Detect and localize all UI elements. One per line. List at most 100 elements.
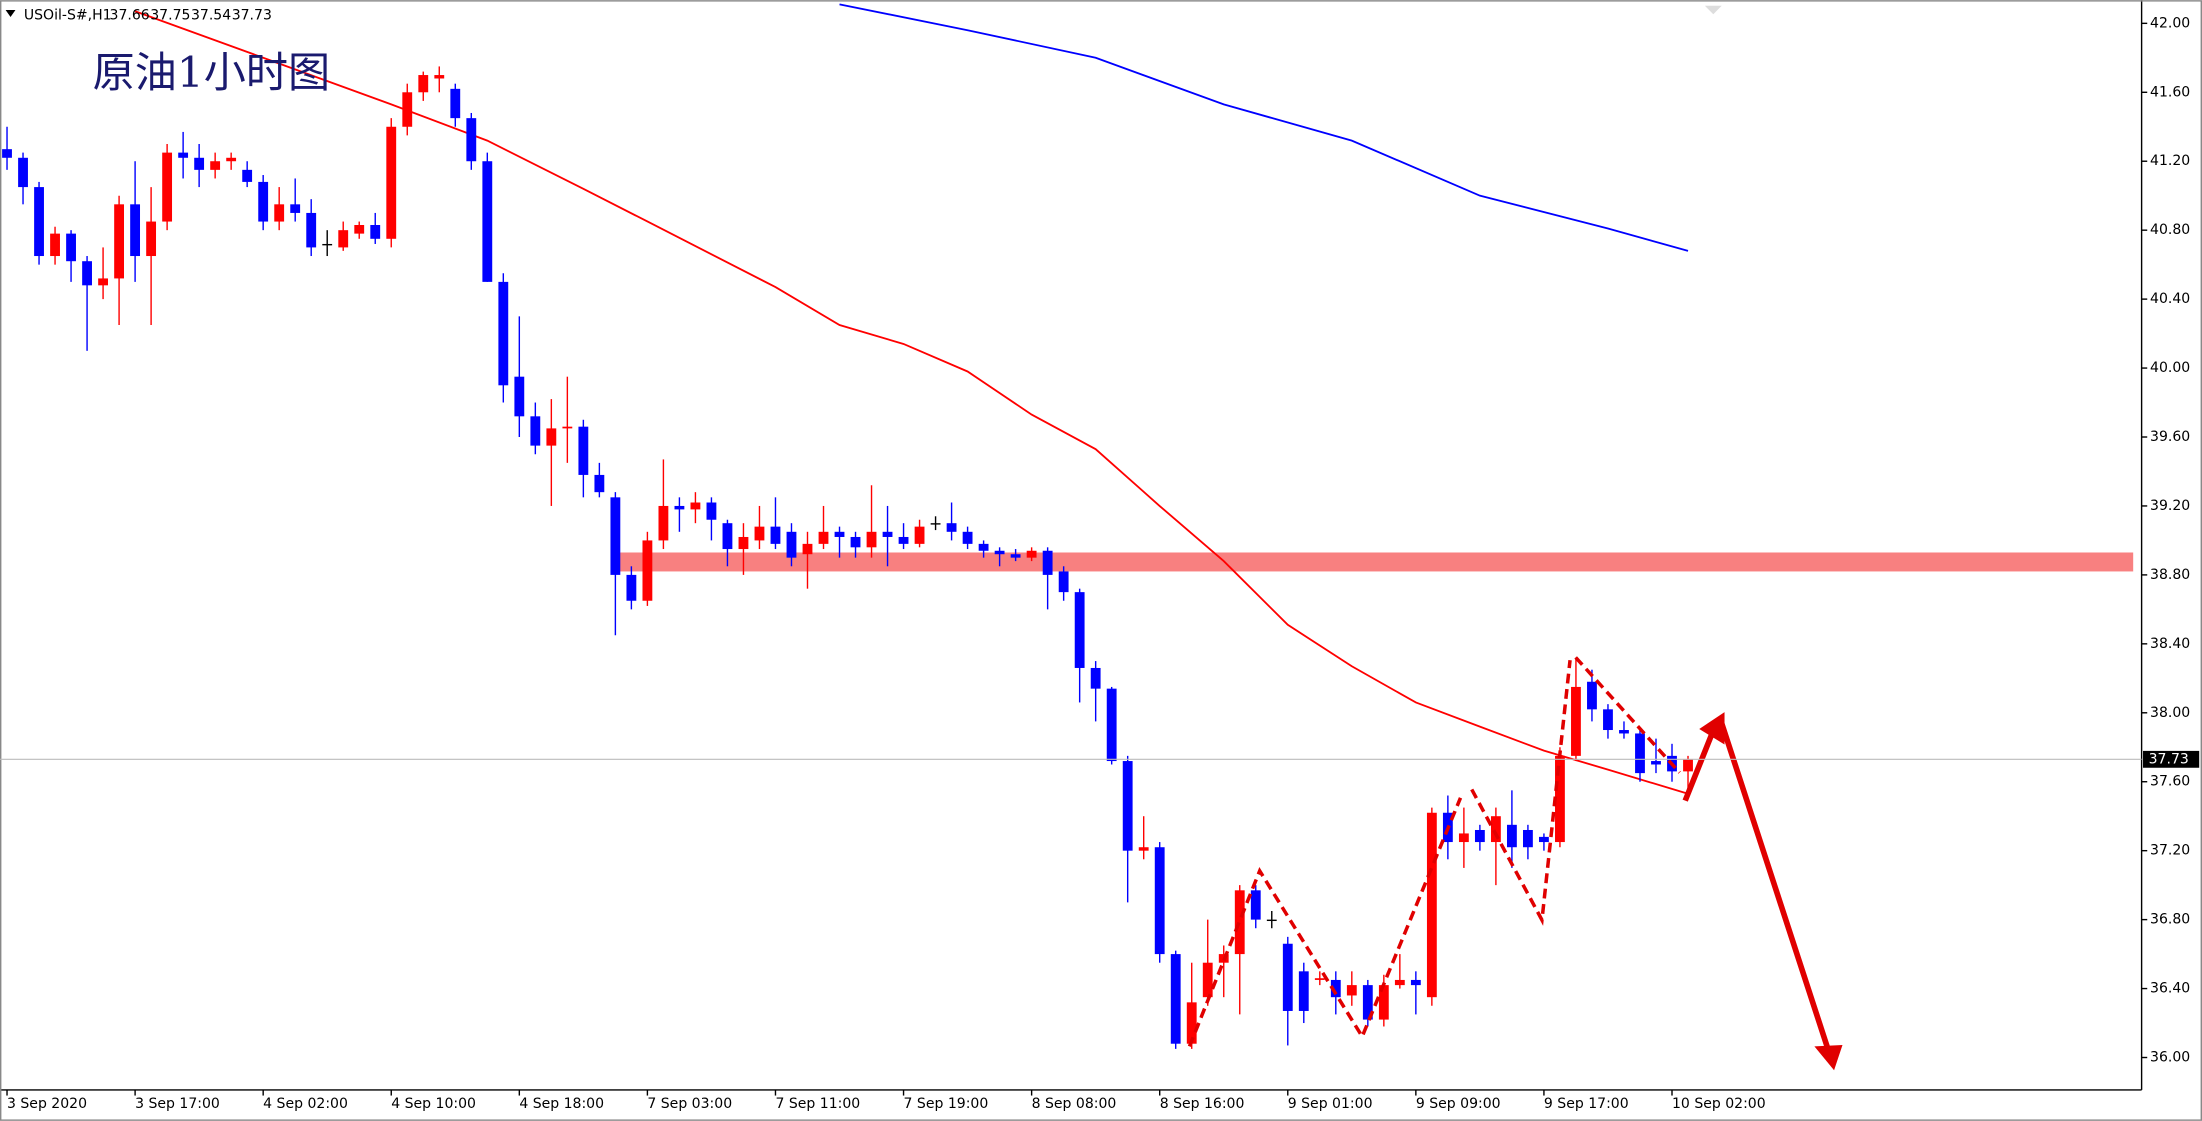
candle-body bbox=[674, 505, 685, 510]
y-tick-label: 38.00 bbox=[2150, 705, 2190, 721]
candle-body bbox=[130, 204, 141, 257]
candle-body bbox=[402, 92, 413, 127]
y-tick-label: 42.00 bbox=[2150, 15, 2190, 31]
candle-body bbox=[242, 169, 253, 182]
candle-body bbox=[418, 75, 429, 93]
candle-body bbox=[210, 161, 221, 170]
x-tick-label: 7 Sep 03:00 bbox=[647, 1096, 732, 1112]
candle-body bbox=[1042, 550, 1053, 575]
candle-body bbox=[498, 281, 509, 386]
candle-body bbox=[1539, 836, 1549, 843]
candle-body bbox=[706, 502, 717, 520]
last-low: 37.54 bbox=[191, 8, 231, 24]
candle-body bbox=[1683, 759, 1693, 772]
x-tick-label: 4 Sep 10:00 bbox=[391, 1096, 476, 1112]
candle-body bbox=[978, 543, 989, 551]
candle-body bbox=[898, 536, 909, 544]
candle-body bbox=[562, 426, 573, 429]
candle-body bbox=[658, 505, 669, 541]
marker bbox=[1704, 5, 1722, 15]
candle-body bbox=[1571, 686, 1581, 756]
last-open: 37.66 bbox=[110, 8, 150, 24]
candle-body bbox=[162, 152, 173, 222]
candle-body bbox=[1362, 985, 1373, 1020]
candle-body bbox=[1603, 709, 1613, 731]
moving-average bbox=[839, 3, 1689, 252]
candle-body bbox=[466, 118, 477, 162]
candle-body bbox=[690, 502, 701, 510]
ma-layer bbox=[134, 3, 1689, 795]
candle-body bbox=[1026, 550, 1037, 558]
x-tick-label: 3 Sep 2020 bbox=[7, 1096, 87, 1112]
candle-body bbox=[322, 243, 333, 246]
arrowhead bbox=[1814, 1044, 1843, 1071]
candle-body bbox=[386, 126, 397, 239]
candle-body bbox=[178, 152, 189, 158]
y-tick-label: 41.20 bbox=[2150, 153, 2190, 169]
y-tick-label: 36.40 bbox=[2150, 981, 2190, 997]
candle-body bbox=[1234, 890, 1245, 955]
candle-body bbox=[18, 157, 28, 188]
candle-body bbox=[1651, 761, 1661, 765]
candle-body bbox=[882, 531, 893, 537]
x-tick-label: 9 Sep 01:00 bbox=[1288, 1096, 1373, 1112]
candle-body bbox=[1426, 812, 1437, 998]
candle-body bbox=[962, 531, 973, 544]
candle-body bbox=[146, 221, 157, 257]
y-tick-label: 39.60 bbox=[2150, 429, 2190, 445]
candle-body bbox=[450, 88, 461, 119]
candle-body bbox=[1314, 978, 1325, 980]
candle-body bbox=[866, 531, 877, 548]
candle-body bbox=[1170, 954, 1181, 1044]
arrow-down bbox=[1719, 722, 1832, 1052]
moving-average bbox=[134, 10, 1689, 795]
candle-body bbox=[82, 261, 92, 286]
candle-body bbox=[1122, 761, 1133, 851]
candle-body bbox=[2, 149, 12, 158]
y-tick-label: 40.80 bbox=[2150, 222, 2190, 238]
candle-body bbox=[1058, 571, 1069, 593]
candle-body bbox=[434, 75, 445, 79]
candle-body bbox=[1635, 733, 1645, 774]
candle-body bbox=[722, 523, 733, 550]
candle-body bbox=[754, 526, 765, 541]
candle-body bbox=[610, 497, 621, 575]
y-tick-label: 36.80 bbox=[2150, 912, 2190, 928]
y-tick-label: 37.20 bbox=[2150, 843, 2190, 859]
candle-body bbox=[530, 416, 541, 446]
candle-body bbox=[1154, 847, 1165, 955]
candle-body bbox=[1106, 688, 1117, 762]
candle-body bbox=[834, 531, 845, 537]
candle-body bbox=[1378, 985, 1389, 1020]
zone bbox=[619, 552, 2134, 572]
candle-body bbox=[274, 204, 285, 222]
y-tick-label: 38.40 bbox=[2150, 636, 2190, 652]
candle-body bbox=[1090, 667, 1101, 689]
x-tick-label: 3 Sep 17:00 bbox=[135, 1096, 220, 1112]
candle-body bbox=[514, 376, 525, 417]
candle-body bbox=[930, 523, 941, 525]
y-tick-label: 40.00 bbox=[2150, 360, 2190, 376]
candle-body bbox=[626, 574, 637, 601]
dashed-zigzag bbox=[1187, 797, 1463, 1048]
candle-body bbox=[194, 157, 205, 170]
candle-body bbox=[66, 233, 76, 262]
dashed-zigzag bbox=[1470, 660, 1572, 926]
candle-body bbox=[1474, 829, 1485, 843]
candle-body bbox=[1523, 829, 1533, 848]
dropdown-icon bbox=[5, 10, 16, 18]
candle-body bbox=[1619, 730, 1629, 734]
candle-body bbox=[994, 550, 1005, 555]
candle-body bbox=[306, 212, 317, 248]
zone-layer bbox=[619, 552, 2134, 572]
candle-body bbox=[786, 531, 797, 558]
candle-body bbox=[1394, 979, 1405, 986]
arrowhead bbox=[1699, 712, 1725, 745]
candle-body bbox=[34, 187, 44, 257]
candle-body bbox=[1282, 943, 1293, 1011]
candle-body bbox=[482, 161, 493, 282]
price-label-bg bbox=[2143, 750, 2200, 768]
x-tick-label: 7 Sep 19:00 bbox=[904, 1096, 989, 1112]
candle-body bbox=[1010, 554, 1021, 558]
x-tick-label: 4 Sep 02:00 bbox=[263, 1096, 348, 1112]
